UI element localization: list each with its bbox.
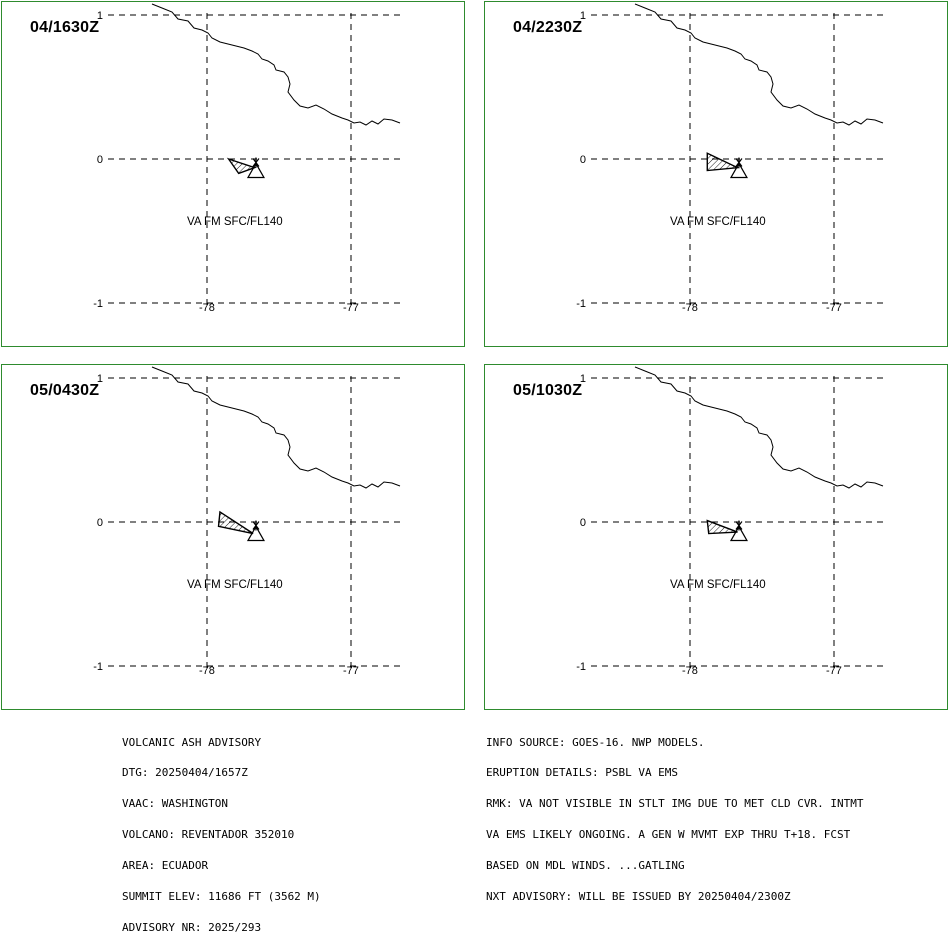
- forecast-panel-2: 04/2230Z 1 0 -1 -78 -77 VA FM SFC/FL140: [484, 1, 948, 347]
- ash-cloud-polygon: [226, 157, 257, 175]
- triangle-icon: [246, 525, 265, 542]
- latitude-label: 0: [580, 517, 586, 529]
- latitude-label: 1: [97, 10, 103, 22]
- longitude-label: -78: [682, 665, 698, 677]
- latitude-label: -1: [576, 661, 586, 673]
- forecast-panel-4: 05/1030Z 1 0 -1 -78 -77 VA FM SFC/FL140: [484, 364, 948, 710]
- ash-altitude-label: VA FM SFC/FL140: [670, 216, 766, 228]
- ash-altitude-label: VA FM SFC/FL140: [187, 216, 283, 228]
- triangle-icon: [246, 162, 265, 179]
- map-svg: 1 0 -1 -78 -77 VA FM SFC/FL140: [93, 3, 401, 314]
- latitude-label: 1: [97, 373, 103, 385]
- advisory-line: INFO SOURCE: GOES-16. NWP MODELS.: [486, 735, 705, 749]
- advisory-line: SUMMIT ELEV: 11686 FT (3562 M): [122, 890, 321, 904]
- advisory-line: ADVISORY NR: 2025/293: [122, 920, 262, 934]
- longitude-label: -78: [682, 302, 698, 314]
- latitude-label: -1: [576, 298, 586, 310]
- advisory-line: VAAC: WASHINGTON: [122, 797, 228, 811]
- eruption-mark-icon: [735, 157, 743, 168]
- advisory-line: AREA: ECUADOR: [122, 859, 209, 873]
- ash-altitude-label: VA FM SFC/FL140: [187, 579, 283, 591]
- advisory-right-text: INFO SOURCE: GOES-16. NWP MODELS. ERUPTI…: [486, 717, 864, 913]
- advisory-line: NXT ADVISORY: WILL BE ISSUED BY 20250404…: [486, 890, 791, 904]
- longitude-label: -78: [199, 665, 215, 677]
- longitude-label: -77: [826, 665, 842, 677]
- latitude-label: -1: [93, 298, 103, 310]
- advisory-line: VOLCANIC ASH ADVISORY: [122, 735, 262, 749]
- latitude-label: 0: [97, 517, 103, 529]
- coastline: [151, 366, 401, 489]
- forecast-panel-3: 05/0430Z 1 0 -1 -78 -77 VA FM SFC/FL140: [1, 364, 465, 710]
- eruption-mark-icon: [252, 157, 260, 168]
- eruption-mark-icon: [735, 520, 743, 531]
- ash-cloud-polygon: [706, 519, 738, 535]
- advisory-line: ERUPTION DETAILS: PSBL VA EMS: [486, 766, 679, 780]
- longitude-label: -77: [826, 302, 842, 314]
- map-svg: 1 0 -1 -78 -77 VA FM SFC/FL140: [576, 366, 884, 677]
- coastline: [151, 3, 401, 126]
- longitude-label: -77: [343, 665, 359, 677]
- advisory-line: RMK: VA NOT VISIBLE IN STLT IMG DUE TO M…: [486, 797, 864, 811]
- coastline: [634, 366, 884, 489]
- latitude-label: 0: [580, 154, 586, 166]
- ash-cloud-polygon: [706, 152, 741, 172]
- advisory-line: BASED ON MDL WINDS. ...GATLING: [486, 859, 685, 873]
- ash-altitude-label: VA FM SFC/FL140: [670, 579, 766, 591]
- advisory-line: DTG: 20250404/1657Z: [122, 766, 248, 780]
- panel-time: 05/0430Z: [30, 382, 100, 399]
- advisory-left-text: VOLCANIC ASH ADVISORY DTG: 20250404/1657…: [122, 717, 321, 944]
- eruption-mark-icon: [252, 520, 260, 531]
- forecast-panel-1: 04/1630Z 1 0 -1 -78 -77 VA FM SFC/FL140: [1, 1, 465, 347]
- latitude-label: 1: [580, 10, 586, 22]
- ash-cloud-polygon: [217, 510, 254, 535]
- coastline: [634, 3, 884, 126]
- triangle-icon: [729, 162, 748, 179]
- latitude-label: 0: [97, 154, 103, 166]
- panel-time: 04/2230Z: [513, 19, 583, 36]
- panel-time: 04/1630Z: [30, 19, 100, 36]
- advisory-line: VOLCANO: REVENTADOR 352010: [122, 828, 295, 842]
- map-svg: 1 0 -1 -78 -77 VA FM SFC/FL140: [576, 3, 884, 314]
- longitude-label: -78: [199, 302, 215, 314]
- panel-time: 05/1030Z: [513, 382, 583, 399]
- map-svg: 1 0 -1 -78 -77 VA FM SFC/FL140: [93, 366, 401, 677]
- advisory-line: VA EMS LIKELY ONGOING. A GEN W MVMT EXP …: [486, 828, 851, 842]
- triangle-icon: [729, 525, 748, 542]
- longitude-label: -77: [343, 302, 359, 314]
- latitude-label: -1: [93, 661, 103, 673]
- latitude-label: 1: [580, 373, 586, 385]
